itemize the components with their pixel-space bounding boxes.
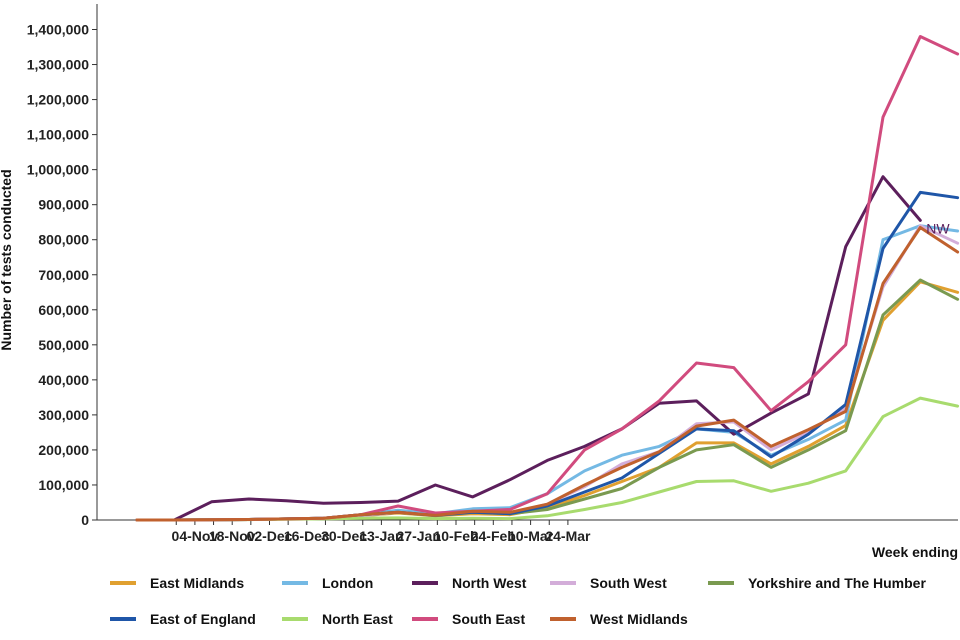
y-tick-label: 900,000 xyxy=(38,197,89,213)
y-axis-title: Number of tests conducted xyxy=(0,169,14,350)
series-line xyxy=(135,175,922,522)
x-tick-label: 30-Dec xyxy=(321,528,367,544)
legend-label: South East xyxy=(452,611,526,627)
y-tick-label: 600,000 xyxy=(38,302,89,318)
legend-label: North East xyxy=(322,611,393,627)
legend-swatch xyxy=(110,581,136,585)
legend-label: London xyxy=(322,575,374,591)
legend-item: East of England xyxy=(110,608,256,630)
legend-label: Yorkshire and The Humber xyxy=(748,575,926,591)
line-chart: 0 100,000 200,000 300,000 400,000 500,000 600,… xyxy=(0,4,960,560)
legend-swatch xyxy=(110,617,136,621)
y-tick-label: 300,000 xyxy=(38,407,89,423)
legend-label: South West xyxy=(590,575,667,591)
x-tick-label: 10-Mar xyxy=(508,528,554,544)
legend-item: South East xyxy=(412,608,525,630)
series-line xyxy=(135,35,960,522)
chart-legend: East Midlands London North West South West Y… xyxy=(110,572,960,636)
series-line xyxy=(135,280,960,522)
x-tick-label: 10-Feb xyxy=(433,528,478,544)
y-tick-label: 100,000 xyxy=(38,477,89,493)
x-axis: 04-Nov18-Nov02-Dec16-Dec30-Dec13-Jan27-J… xyxy=(97,519,958,544)
series-lines xyxy=(135,35,960,522)
y-tick-label: 800,000 xyxy=(38,232,89,248)
x-tick-label: 18-Nov xyxy=(209,528,256,544)
y-tick-label: 200,000 xyxy=(38,442,89,458)
y-tick-label: 500,000 xyxy=(38,337,89,353)
x-tick-label: 13-Jan xyxy=(359,528,403,544)
legend-label: East of England xyxy=(150,611,256,627)
series-end-labels: EMLONNWSWY&HEENESEWM xyxy=(926,220,950,236)
x-tick-label: 02-Dec xyxy=(247,528,293,544)
x-tick-label: 24-Feb xyxy=(471,528,516,544)
y-tick-label: 1,000,000 xyxy=(27,162,89,178)
legend-label: West Midlands xyxy=(590,611,688,627)
legend-swatch xyxy=(708,581,734,585)
y-axis: 0 100,000 200,000 300,000 400,000 500,000 600,… xyxy=(27,4,98,528)
x-tick-label: 27-Jan xyxy=(397,528,441,544)
legend-swatch xyxy=(282,581,308,585)
series-line xyxy=(135,226,960,522)
legend-item: North East xyxy=(282,608,393,630)
legend-swatch xyxy=(550,581,576,585)
legend-item: West Midlands xyxy=(550,608,688,630)
legend-item: South West xyxy=(550,572,667,594)
y-tick-label: 0 xyxy=(81,512,89,528)
x-tick-label: 24-Mar xyxy=(545,528,591,544)
y-tick-label: 1,200,000 xyxy=(27,92,89,108)
y-tick-label: 1,300,000 xyxy=(27,57,89,73)
series-end-label: NW xyxy=(926,220,950,236)
legend-item: East Midlands xyxy=(110,572,244,594)
y-tick-label: 1,400,000 xyxy=(27,22,89,38)
legend-item: London xyxy=(282,572,373,594)
x-tick-label: 16-Dec xyxy=(284,528,330,544)
series-line xyxy=(135,278,960,522)
legend-label: East Midlands xyxy=(150,575,245,591)
x-axis-title: Week ending xyxy=(872,544,958,560)
y-tick-label: 700,000 xyxy=(38,267,89,283)
y-tick-label: 1,100,000 xyxy=(27,127,89,143)
legend-swatch xyxy=(282,617,308,621)
legend-item: North West xyxy=(412,572,526,594)
legend-swatch xyxy=(550,617,576,621)
y-tick-label: 400,000 xyxy=(38,372,89,388)
x-tick-label: 04-Nov xyxy=(172,528,219,544)
legend-label: North West xyxy=(452,575,527,591)
legend-swatch xyxy=(412,617,438,621)
legend-swatch xyxy=(412,581,438,585)
legend-item: Yorkshire and The Humber xyxy=(708,572,926,594)
